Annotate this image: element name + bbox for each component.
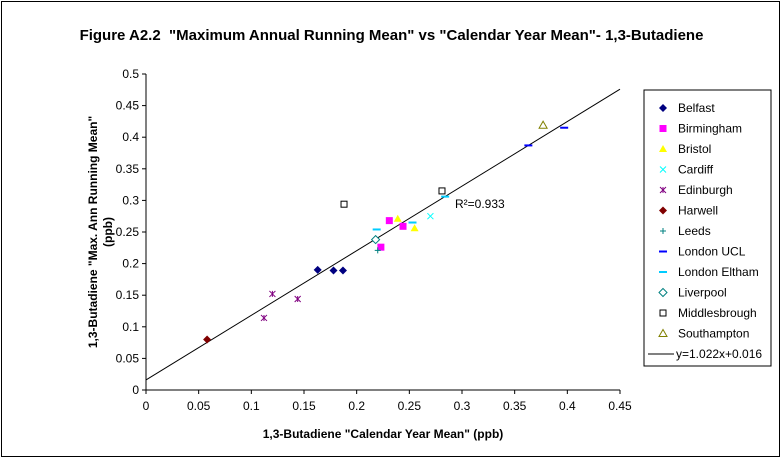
legend-label-harwell: Harwell	[678, 204, 718, 218]
y-tick-label: 0.2	[122, 257, 139, 271]
legend-label-bristol: Bristol	[678, 142, 711, 156]
legend-marker-middlesbrough	[659, 309, 667, 317]
x-tick-label: 0.05	[187, 399, 211, 413]
point-southampton	[538, 120, 548, 129]
x-tick-label: 0.35	[503, 399, 527, 413]
legend-marker-edinburgh	[659, 186, 667, 194]
x-tick-label: 0.1	[243, 399, 260, 413]
point-bristol	[393, 214, 402, 222]
point-middlesbrough	[340, 200, 348, 208]
y-axis-label-line2: (ppb)	[101, 217, 115, 247]
legend-label-belfast: Belfast	[678, 101, 715, 115]
y-tick-label: 0.1	[122, 320, 139, 334]
legend-marker-bristol	[659, 145, 667, 152]
x-tick-label: 0.4	[559, 399, 576, 413]
point-edinburgh	[294, 295, 302, 303]
y-tick-label: 0	[132, 383, 139, 397]
point-leeds	[374, 247, 381, 254]
legend-label-cardiff: Cardiff	[678, 163, 714, 177]
y-axis-label-line1: 1,3-Butadiene "Max. Ann Running Mean"	[86, 116, 100, 348]
legend-marker-cardiff	[659, 166, 667, 173]
y-tick-label: 0.15	[116, 288, 140, 302]
legend-marker-belfast	[659, 104, 667, 112]
y-tick-label: 0.5	[122, 67, 139, 81]
legend-label-edinburgh: Edinburgh	[678, 183, 733, 197]
x-tick-label: 0.45	[608, 399, 632, 413]
x-tick-label: 0.15	[292, 399, 316, 413]
legend-label-southampton: Southampton	[678, 327, 749, 341]
y-tick-label: 0.3	[122, 193, 139, 207]
legend-label-liverpool: Liverpool	[678, 286, 727, 300]
legend-label-birmingham: Birmingham	[678, 122, 742, 136]
point-harwell	[203, 335, 212, 344]
point-belfast	[313, 265, 322, 274]
trendline	[145, 88, 621, 381]
legend-label-london-ucl: London UCL	[678, 245, 746, 259]
point-liverpool	[370, 234, 381, 245]
point-birmingham	[385, 217, 393, 225]
x-axis-label: 1,3-Butadiene "Calendar Year Mean" (ppb)	[263, 427, 504, 441]
x-tick-label: 0	[143, 399, 150, 413]
r-squared-annotation: R²=0.933	[455, 197, 505, 211]
y-tick-label: 0.25	[116, 225, 140, 239]
y-tick-label: 0.35	[116, 162, 140, 176]
point-birmingham	[377, 243, 385, 251]
point-belfast	[338, 266, 347, 275]
x-tick-label: 0.2	[348, 399, 365, 413]
point-belfast	[329, 266, 338, 275]
legend-label-trendline: y=1.022x+0.016	[676, 347, 762, 361]
point-cardiff	[427, 212, 434, 220]
legend-marker-liverpool	[658, 287, 668, 298]
x-tick-label: 0.3	[454, 399, 471, 413]
point-bristol	[410, 224, 419, 232]
legend-marker-birmingham	[659, 125, 667, 132]
chart-title: Figure A2.2 "Maximum Annual Running Mean…	[79, 27, 704, 44]
legend: Belfast Birmingham Bristol Cardiff Edinburgh…	[643, 89, 772, 367]
y-tick-label: 0.05	[116, 351, 140, 365]
point-middlesbrough	[438, 187, 446, 195]
point-edinburgh	[269, 290, 276, 298]
legend-label-london-eltham: London Eltham	[678, 265, 759, 279]
legend-label-middlesbrough: Middlesbrough	[678, 306, 757, 320]
x-tick-label: 0.25	[398, 399, 422, 413]
point-birmingham	[399, 222, 407, 230]
y-tick-label: 0.4	[122, 130, 139, 144]
y-tick-label: 0.45	[116, 99, 140, 113]
legend-marker-leeds	[660, 228, 666, 234]
legend-marker-southampton	[658, 328, 668, 337]
point-edinburgh	[260, 314, 268, 322]
legend-marker-harwell	[659, 206, 667, 215]
legend-label-leeds: Leeds	[678, 224, 711, 238]
